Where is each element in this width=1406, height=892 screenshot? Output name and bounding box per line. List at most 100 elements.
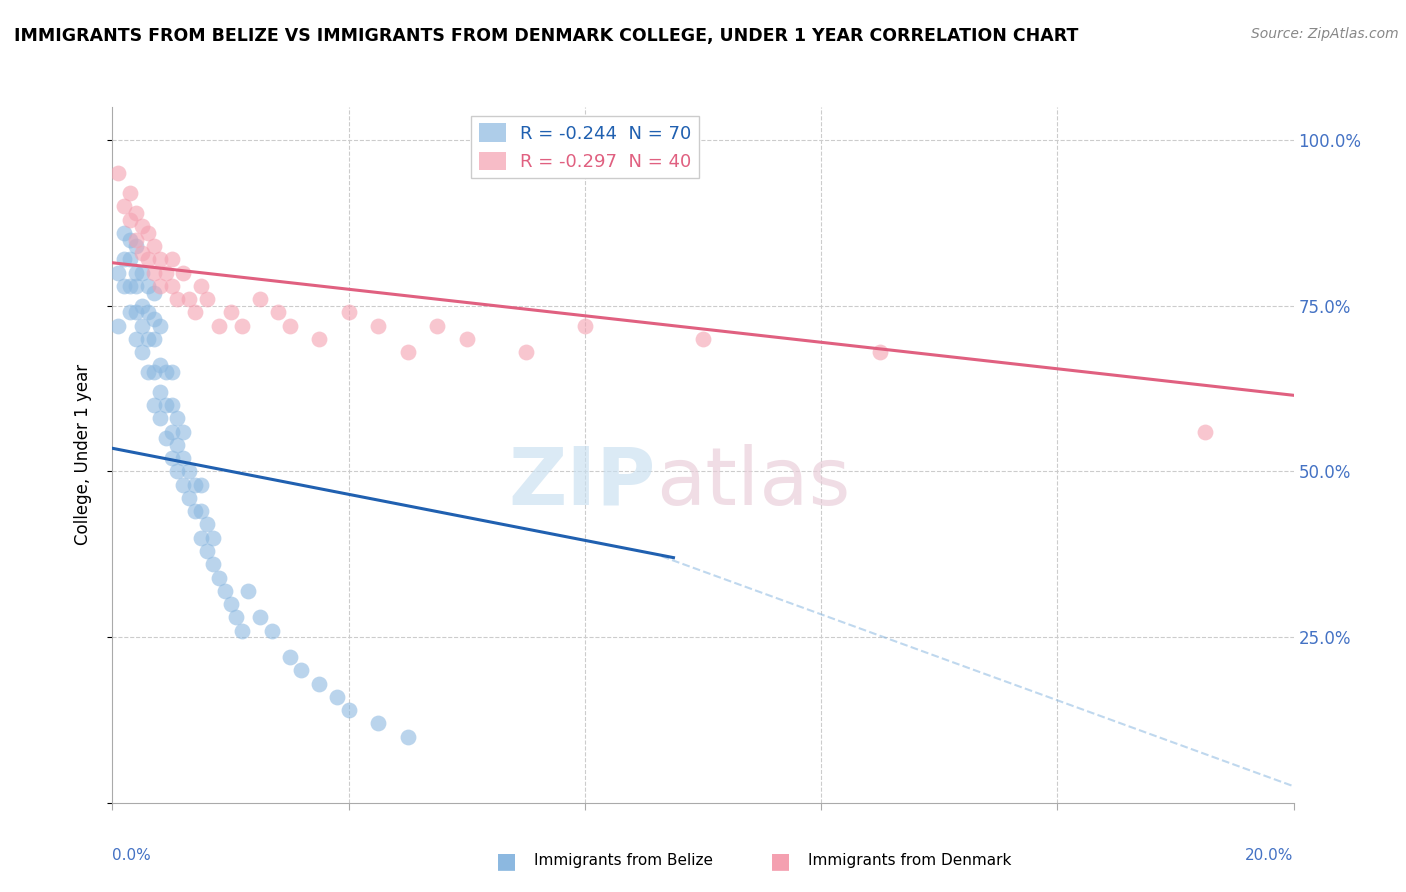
Point <box>107 266 129 280</box>
Point <box>231 318 253 333</box>
Point <box>160 398 183 412</box>
Point <box>692 332 714 346</box>
Point <box>160 425 183 439</box>
Point <box>107 166 129 180</box>
Point <box>131 266 153 280</box>
Point <box>142 398 165 412</box>
Point <box>160 279 183 293</box>
Text: atlas: atlas <box>655 443 851 522</box>
Point <box>120 186 142 201</box>
Point <box>125 266 148 280</box>
Point <box>515 345 537 359</box>
Point <box>166 292 188 306</box>
Point <box>869 345 891 359</box>
Text: 20.0%: 20.0% <box>1246 848 1294 863</box>
Point <box>120 233 142 247</box>
Point <box>136 252 159 267</box>
Point <box>208 318 231 333</box>
Point <box>155 266 177 280</box>
Point <box>249 292 271 306</box>
Point <box>120 252 142 267</box>
Point <box>142 312 165 326</box>
Point <box>155 431 177 445</box>
Text: Immigrants from Belize: Immigrants from Belize <box>534 854 713 868</box>
Point <box>201 558 224 572</box>
Text: ZIP: ZIP <box>509 443 655 522</box>
Point <box>574 318 596 333</box>
Point <box>142 239 165 253</box>
Point <box>179 491 201 505</box>
Point <box>190 504 212 518</box>
Point <box>160 451 183 466</box>
Point <box>160 365 183 379</box>
Point <box>166 465 188 479</box>
Point <box>367 716 389 731</box>
Text: IMMIGRANTS FROM BELIZE VS IMMIGRANTS FROM DENMARK COLLEGE, UNDER 1 YEAR CORRELAT: IMMIGRANTS FROM BELIZE VS IMMIGRANTS FRO… <box>14 27 1078 45</box>
Point <box>136 365 159 379</box>
Point <box>184 504 207 518</box>
Point <box>208 570 231 584</box>
Point <box>125 206 148 220</box>
Point <box>184 305 207 319</box>
Point <box>120 212 142 227</box>
Point <box>172 425 194 439</box>
Point <box>149 252 172 267</box>
Point <box>166 411 188 425</box>
Point <box>155 365 177 379</box>
Point <box>179 465 201 479</box>
Point <box>136 305 159 319</box>
Point <box>195 517 218 532</box>
Point <box>142 266 165 280</box>
Point <box>308 676 330 690</box>
Point <box>426 318 449 333</box>
Point <box>131 299 153 313</box>
Point <box>190 531 212 545</box>
Text: 0.0%: 0.0% <box>112 848 152 863</box>
Point <box>396 345 419 359</box>
Point <box>125 279 148 293</box>
Point <box>172 451 194 466</box>
Point <box>149 411 172 425</box>
Point <box>131 345 153 359</box>
Point <box>1194 425 1216 439</box>
Point <box>337 305 360 319</box>
Point <box>142 332 165 346</box>
Text: ■: ■ <box>770 851 790 871</box>
Point <box>190 477 212 491</box>
Point <box>219 597 242 611</box>
Text: Source: ZipAtlas.com: Source: ZipAtlas.com <box>1251 27 1399 41</box>
Point <box>396 730 419 744</box>
Text: ■: ■ <box>496 851 516 871</box>
Point <box>456 332 478 346</box>
Point <box>112 252 135 267</box>
Point <box>337 703 360 717</box>
Legend: R = -0.244  N = 70, R = -0.297  N = 40: R = -0.244 N = 70, R = -0.297 N = 40 <box>471 116 699 178</box>
Point <box>136 226 159 240</box>
Point <box>120 279 142 293</box>
Point <box>278 318 301 333</box>
Text: Immigrants from Denmark: Immigrants from Denmark <box>808 854 1012 868</box>
Point <box>125 239 148 253</box>
Point <box>225 610 247 624</box>
Point <box>231 624 253 638</box>
Y-axis label: College, Under 1 year: College, Under 1 year <box>73 364 91 546</box>
Point <box>136 332 159 346</box>
Point <box>149 359 172 373</box>
Point <box>120 305 142 319</box>
Point <box>136 279 159 293</box>
Point <box>112 279 135 293</box>
Point <box>326 690 349 704</box>
Point <box>172 266 194 280</box>
Point <box>195 292 218 306</box>
Point <box>131 219 153 234</box>
Point <box>190 279 212 293</box>
Point <box>219 305 242 319</box>
Point <box>131 318 153 333</box>
Point <box>155 398 177 412</box>
Point <box>142 365 165 379</box>
Point <box>308 332 330 346</box>
Point <box>142 285 165 300</box>
Point <box>260 624 283 638</box>
Point <box>112 226 135 240</box>
Point <box>131 245 153 260</box>
